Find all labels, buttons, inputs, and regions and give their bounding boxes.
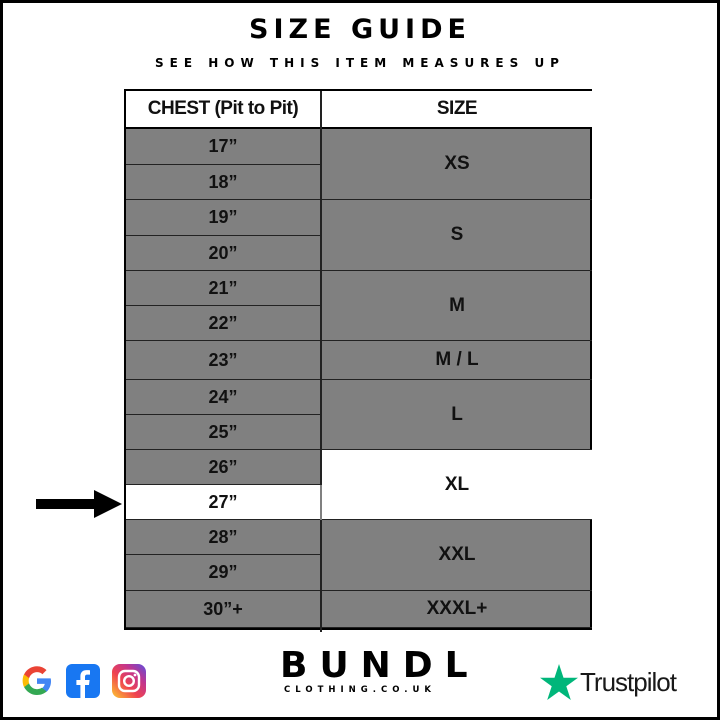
size-cell: S [322, 200, 592, 271]
chest-cell: 27” [126, 485, 320, 520]
chest-cell: 25” [126, 415, 320, 450]
social-icons [20, 664, 146, 698]
size-cell: XXL [322, 520, 592, 591]
size-table: CHEST (Pit to Pit) SIZE 17” 18” 19” 20” 21” 2… [124, 89, 592, 632]
star-icon [540, 664, 578, 700]
column-divider [320, 91, 322, 485]
facebook-icon[interactable] [66, 664, 100, 698]
arrow-icon [36, 490, 122, 518]
size-cell: XL [322, 450, 592, 520]
chest-cell: 30”+ [126, 591, 320, 628]
brand-name: BUNDL [280, 645, 480, 686]
chest-cell: 18” [126, 165, 320, 200]
chest-cell: 19” [126, 200, 320, 236]
chest-cell: 28” [126, 520, 320, 555]
header-size: SIZE [322, 91, 592, 129]
chest-cell: 21” [126, 271, 320, 306]
page-title: SIZE GUIDE [249, 14, 471, 45]
bundl-logo: BUNDL CLOTHING.CO.UK [270, 645, 480, 696]
size-cell: M [322, 271, 592, 341]
chest-cell: 17” [126, 129, 320, 165]
chest-cell: 20” [126, 236, 320, 271]
google-icon[interactable] [20, 664, 54, 698]
column-divider [320, 520, 322, 632]
chest-cell: 26” [126, 450, 320, 485]
page-subtitle: SEE HOW THIS ITEM MEASURES UP [155, 56, 565, 70]
chest-cell: 23” [126, 341, 320, 380]
chest-cell: 29” [126, 555, 320, 591]
trustpilot-label: Trustpilot [580, 666, 677, 697]
chest-cell: 22” [126, 306, 320, 341]
instagram-icon[interactable] [112, 664, 146, 698]
size-cell: M / L [322, 341, 592, 380]
chest-cell: 24” [126, 380, 320, 415]
size-cell: XXXL+ [322, 591, 592, 628]
size-cell: L [322, 380, 592, 450]
header-chest: CHEST (Pit to Pit) [126, 91, 320, 129]
size-cell: XS [322, 129, 592, 200]
trustpilot-logo[interactable]: Trustpilot [540, 664, 677, 700]
brand-domain: CLOTHING.CO.UK [284, 685, 436, 695]
